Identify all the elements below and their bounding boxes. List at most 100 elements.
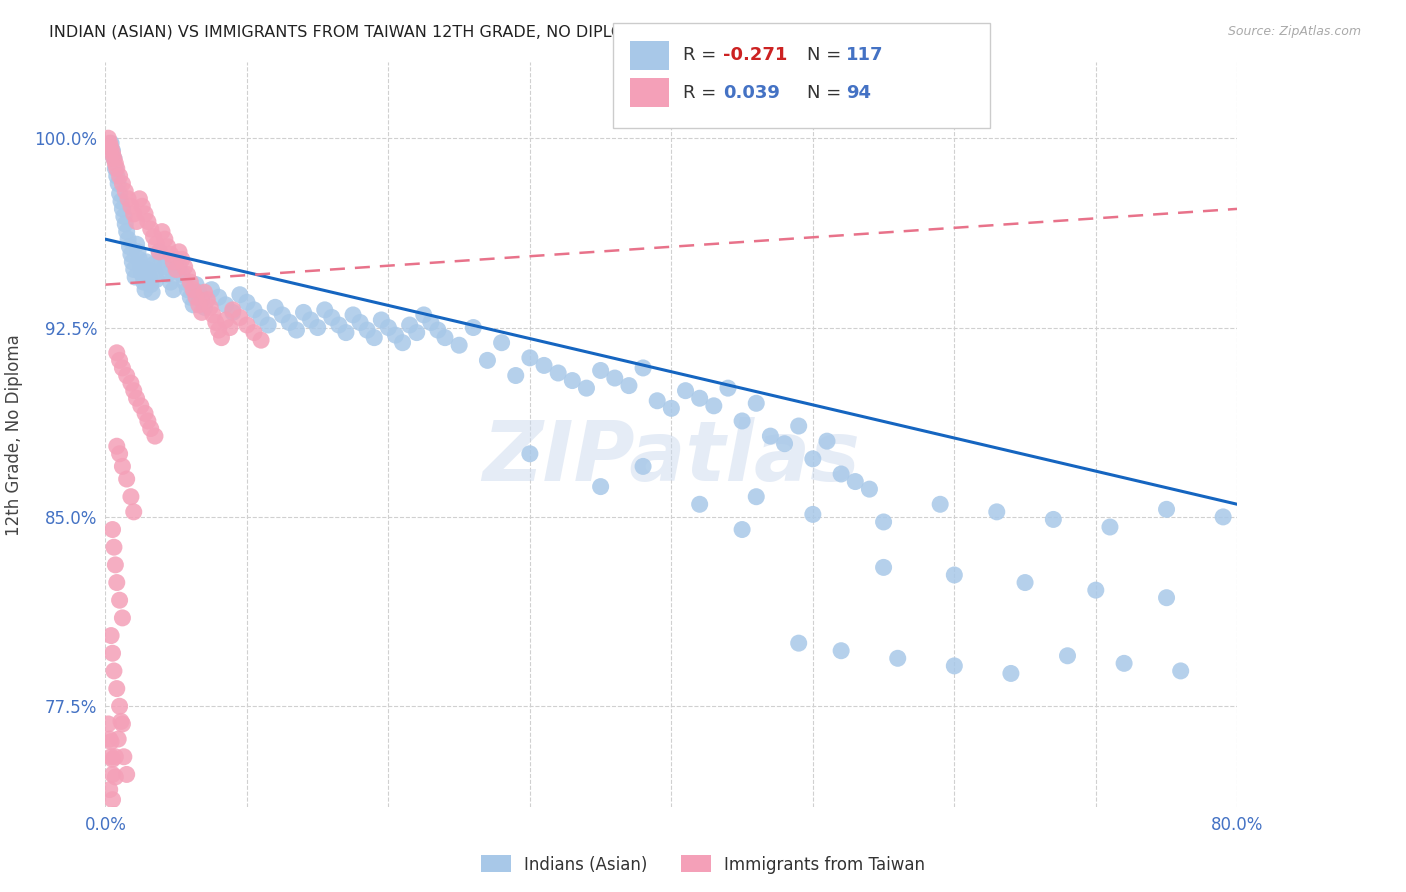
Point: [104, 770, 127, 784]
Point: [148, 244, 170, 259]
Point: [153, 232, 176, 246]
Point: [120, 376, 142, 390]
Point: [100, 749, 122, 764]
Text: N =: N =: [807, 46, 846, 64]
Point: [872, 560, 894, 574]
Text: N =: N =: [807, 84, 846, 102]
Point: [101, 752, 124, 766]
Point: [356, 323, 378, 337]
Point: [103, 664, 125, 678]
Point: [986, 505, 1008, 519]
Point: [689, 391, 711, 405]
Point: [100, 141, 122, 155]
Point: [150, 252, 173, 267]
Point: [278, 316, 301, 330]
Point: [299, 313, 322, 327]
Point: [328, 318, 350, 332]
Point: [830, 644, 852, 658]
Point: [187, 285, 209, 300]
Point: [122, 207, 145, 221]
Point: [165, 262, 187, 277]
Point: [118, 240, 141, 254]
Point: [405, 326, 427, 340]
Point: [208, 290, 231, 304]
Point: [193, 301, 215, 315]
Point: [426, 323, 449, 337]
Point: [412, 308, 434, 322]
Text: -0.271: -0.271: [723, 46, 787, 64]
Point: [142, 229, 165, 244]
Text: 0.039: 0.039: [723, 84, 779, 102]
Point: [114, 184, 136, 198]
Point: [198, 301, 221, 315]
Point: [122, 262, 145, 277]
Point: [134, 207, 156, 221]
Point: [589, 480, 612, 494]
Point: [463, 320, 485, 334]
Text: ZIPatlas: ZIPatlas: [482, 417, 860, 498]
Point: [1098, 520, 1121, 534]
Point: [433, 331, 456, 345]
Point: [219, 320, 242, 334]
Point: [208, 323, 231, 337]
Point: [150, 225, 173, 239]
Point: [184, 277, 207, 292]
Point: [631, 360, 654, 375]
Point: [120, 199, 142, 213]
Point: [271, 308, 294, 322]
Point: [236, 295, 259, 310]
Text: R =: R =: [683, 84, 723, 102]
Point: [176, 268, 198, 282]
Point: [689, 497, 711, 511]
Text: Source: ZipAtlas.com: Source: ZipAtlas.com: [1227, 25, 1361, 38]
Point: [153, 260, 176, 274]
Point: [419, 316, 441, 330]
Point: [229, 310, 252, 325]
Point: [111, 177, 134, 191]
Point: [139, 222, 162, 236]
Point: [105, 439, 128, 453]
Point: [193, 285, 215, 300]
Point: [104, 749, 127, 764]
Point: [108, 699, 131, 714]
Point: [125, 237, 148, 252]
Point: [257, 318, 280, 332]
Text: 94: 94: [846, 84, 872, 102]
Point: [129, 260, 152, 274]
Point: [122, 384, 145, 398]
Point: [112, 749, 135, 764]
Point: [156, 240, 179, 254]
Point: [167, 260, 190, 274]
Point: [108, 186, 131, 201]
Point: [391, 335, 413, 350]
Point: [108, 353, 131, 368]
Point: [222, 302, 245, 317]
Legend: Indians (Asian), Immigrants from Taiwan: Indians (Asian), Immigrants from Taiwan: [472, 847, 934, 882]
Point: [363, 331, 385, 345]
Point: [115, 767, 138, 781]
Point: [398, 318, 420, 332]
Point: [100, 629, 122, 643]
Point: [139, 421, 162, 435]
Point: [229, 287, 252, 301]
Point: [125, 214, 148, 228]
Point: [787, 419, 810, 434]
Point: [505, 368, 527, 383]
Point: [292, 305, 315, 319]
Point: [1156, 502, 1178, 516]
Point: [103, 152, 125, 166]
Point: [104, 156, 127, 170]
Point: [156, 268, 179, 282]
Point: [101, 144, 124, 158]
Point: [377, 320, 399, 334]
Point: [162, 283, 184, 297]
Point: [103, 152, 125, 166]
Point: [108, 447, 131, 461]
Point: [844, 475, 866, 489]
Point: [887, 651, 910, 665]
Point: [170, 268, 193, 282]
Point: [131, 268, 153, 282]
Point: [165, 252, 187, 267]
Point: [145, 237, 167, 252]
Point: [173, 275, 195, 289]
